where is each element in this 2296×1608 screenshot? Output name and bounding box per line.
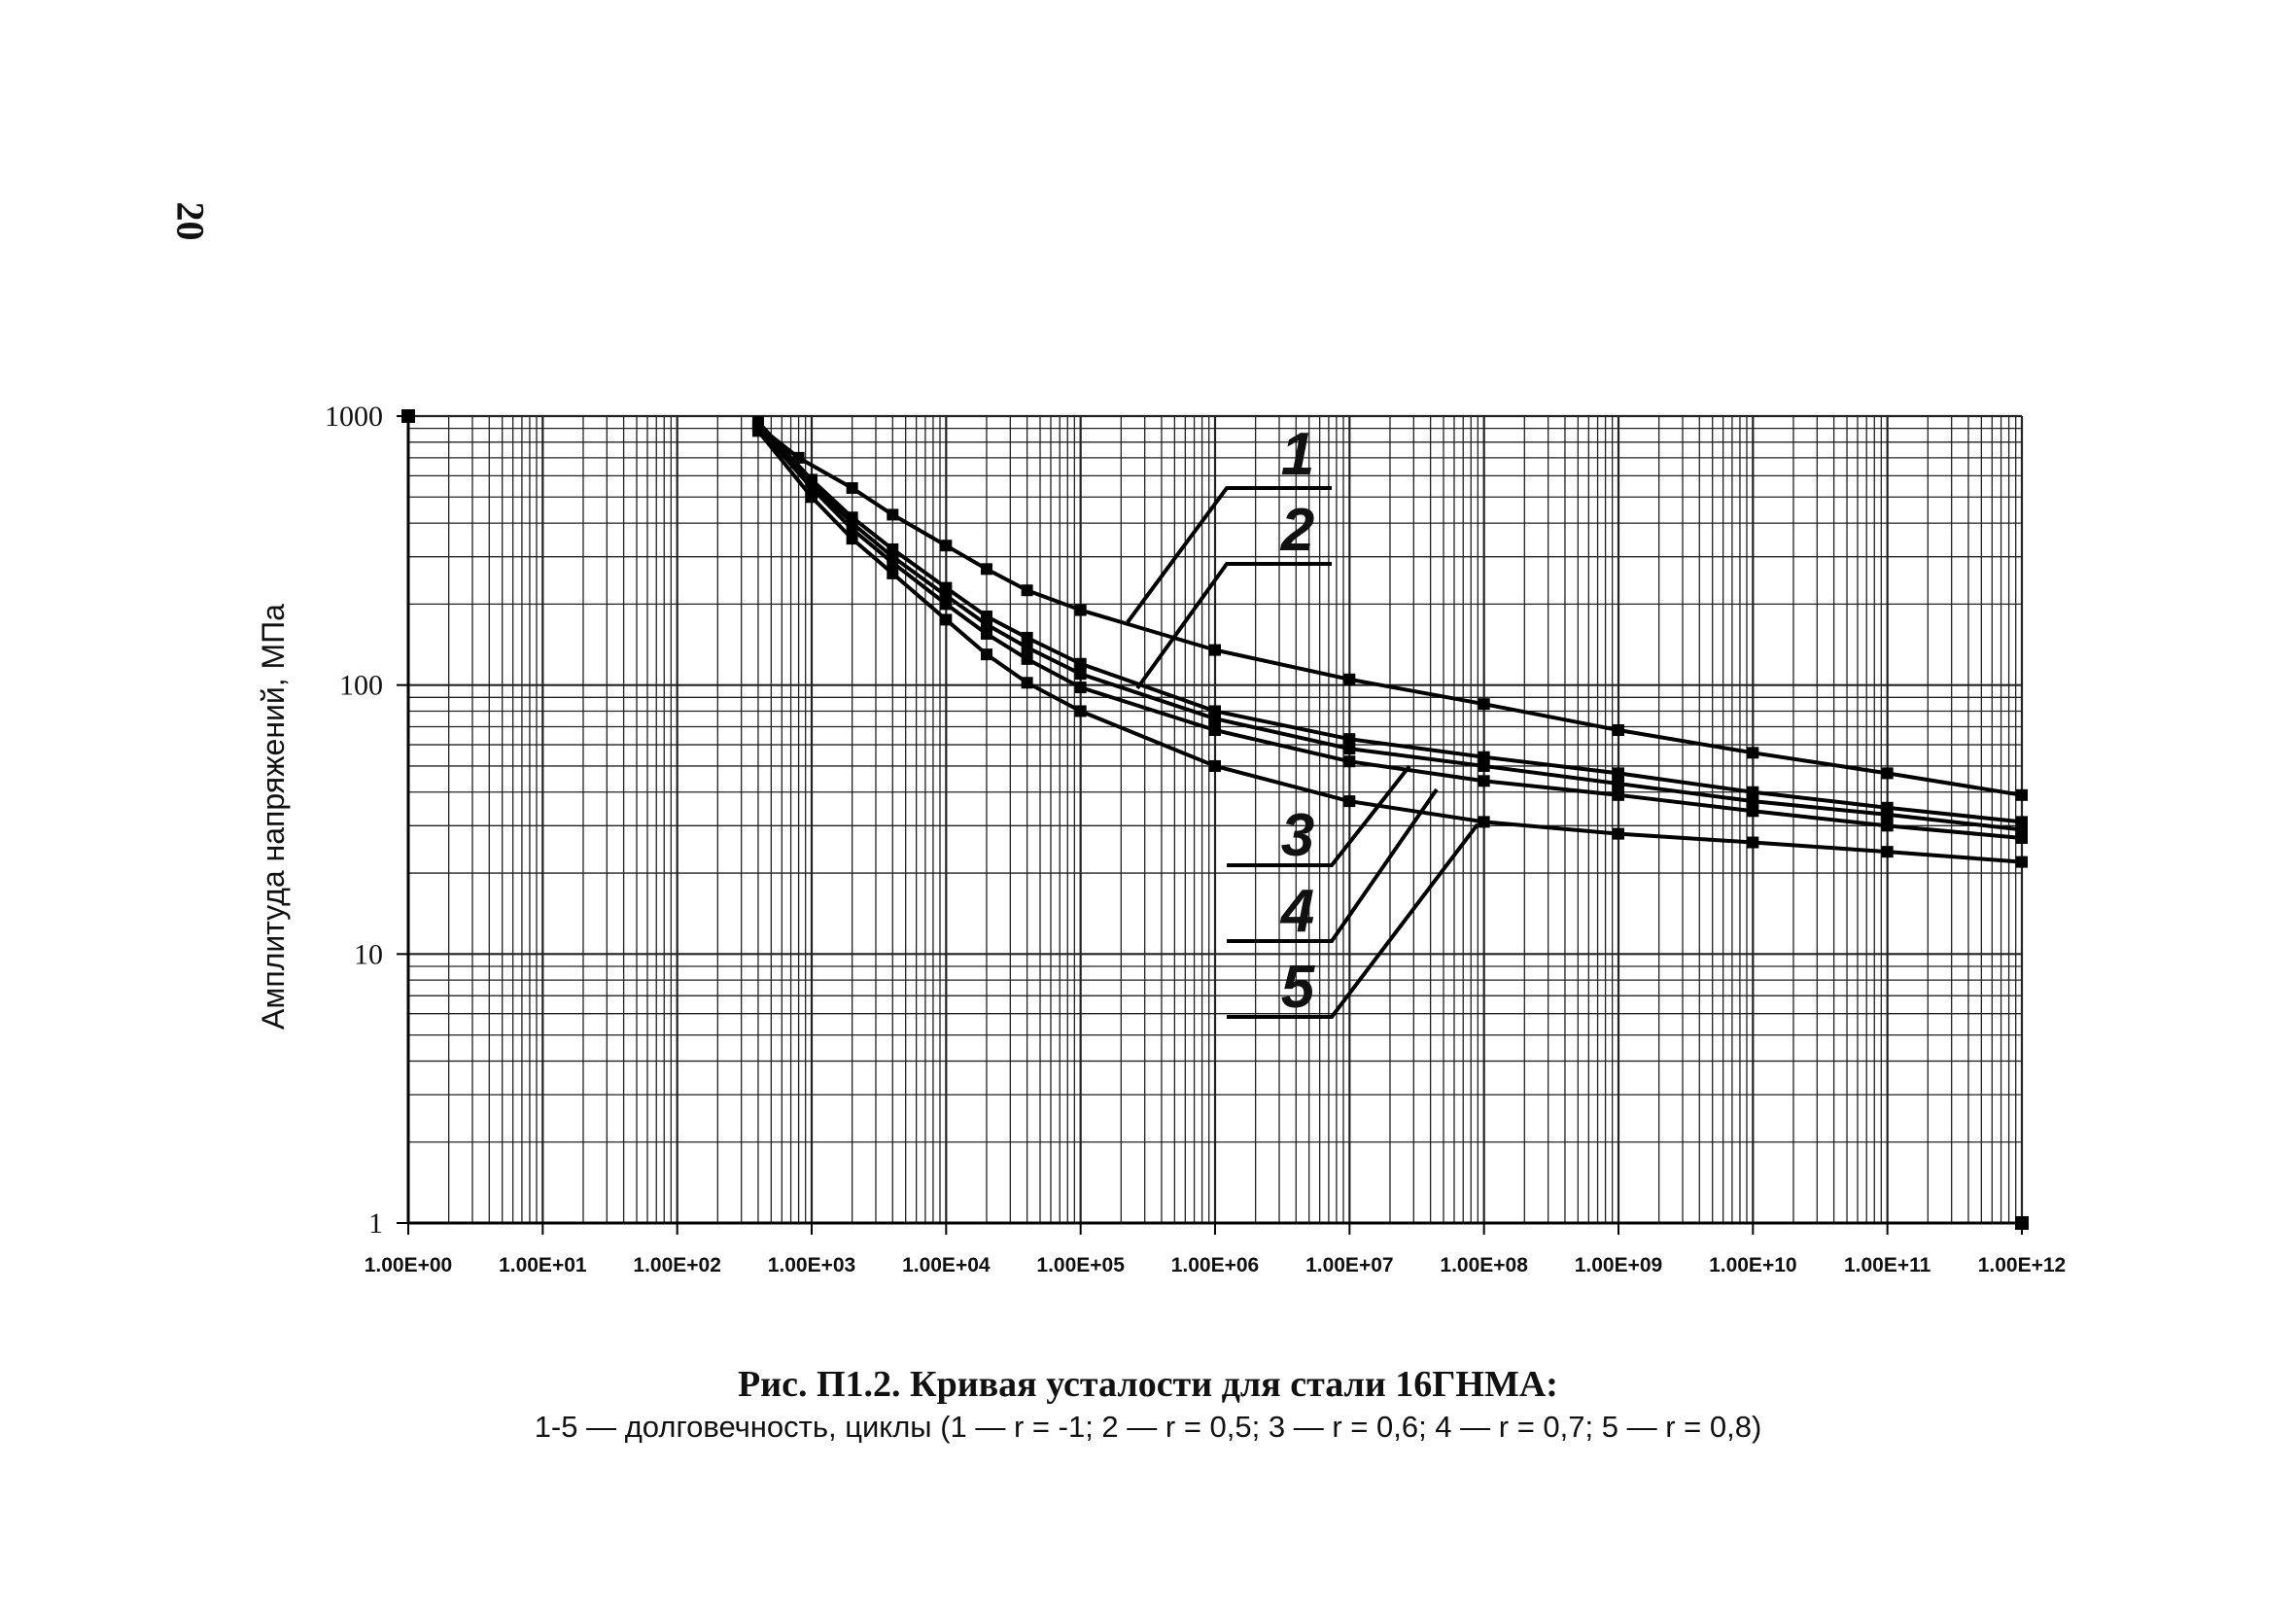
y-axis-label: Амплитуда напряжений, МПа [256,604,291,1030]
data-point [2016,856,2028,868]
data-point [1021,641,1033,653]
data-point [1074,668,1087,681]
data-point [751,425,764,437]
data-point [1343,733,1356,746]
data-point [1343,673,1356,685]
caption-subtitle: 1-5 — долговечность, циклы (1 — r = -1; … [534,1410,1762,1444]
data-point [940,598,953,611]
curves [751,416,2028,868]
grid [406,414,2024,1225]
data-point [1881,808,1894,821]
data-point [1478,775,1490,787]
data-point [1881,820,1894,832]
data-point [1747,805,1759,818]
data-point [1074,657,1087,670]
x-tick-label: 1.00E+01 [499,1254,587,1276]
data-point [1021,584,1033,597]
data-point [1613,778,1624,790]
x-tick-label: 1.00E+06 [1171,1254,1260,1276]
data-point [1478,751,1490,763]
data-point [1747,795,1759,808]
data-point [1747,747,1759,759]
data-point [1021,652,1033,665]
leader-line-5 [1227,822,1479,1019]
caption-title: Рис. П1.2. Кривая усталости для стали 16… [738,1364,1558,1405]
data-point [1478,759,1490,772]
data-point [1343,795,1356,808]
data-point [980,628,992,641]
data-point [1613,767,1624,780]
leader-line-2 [1135,562,1332,690]
data-point [1881,846,1894,858]
leader-line-4 [1227,787,1439,943]
data-point [1209,644,1221,656]
data-point [1209,724,1221,737]
y-tick-label: 10 [354,938,383,970]
data-point [1343,743,1356,755]
x-tick-label: 1.00E+09 [1575,1254,1663,1276]
data-point [846,523,858,536]
data-point [1478,816,1490,828]
data-point [940,540,953,552]
data-point [1613,827,1624,840]
data-point [887,556,899,569]
data-point [980,648,992,661]
curve-label-5: 5 [1281,954,1316,1021]
x-tick-label: 1.00E+02 [633,1254,721,1276]
data-point [1074,604,1087,616]
curve-1 [751,420,2028,801]
data-point [846,482,858,495]
data-point [940,613,953,626]
x-tick-label: 1.00E+08 [1440,1254,1528,1276]
x-tick-label: 1.00E+03 [768,1254,856,1276]
leader-line-3 [1227,764,1411,867]
leader-line-1 [1126,486,1332,624]
data-point [1747,786,1759,798]
curve-label-1: 1 [1281,421,1314,488]
data-point [887,567,899,579]
data-point [980,618,992,631]
data-point [2016,831,2028,844]
y-tick-label: 1 [368,1207,383,1240]
y-tick-label: 100 [339,670,383,702]
x-tick-label: 1.00E+11 [1844,1254,1931,1276]
x-tick-label: 1.00E+04 [902,1254,991,1276]
data-point [1747,836,1759,849]
curve-label-4: 4 [1279,878,1314,945]
data-point [1343,755,1356,768]
data-point [1074,705,1087,717]
data-point [980,563,992,576]
curve-4 [751,421,2028,844]
tick-labels: 1000 100 10 1 1.00E+00 1.00E+01 1.00E+02 1.00E+… [325,401,2066,1276]
data-point [1021,677,1033,689]
x-tick-label: 1.00E+00 [365,1254,453,1276]
data-point [1021,631,1033,644]
data-point [1881,767,1894,780]
curve-label-2: 2 [1280,497,1314,564]
data-point [1209,713,1221,725]
y-tick-label: 1000 [325,401,383,433]
data-point [1613,724,1624,737]
data-point [1209,759,1221,772]
curve-label-3: 3 [1281,802,1314,869]
label-leaders [1126,486,1479,1019]
x-tick-label: 1.00E+07 [1305,1254,1394,1276]
data-point [846,533,858,545]
data-point [1074,682,1087,694]
curve-labels: 1 2 3 4 5 [1279,421,1316,1021]
data-point [806,491,818,504]
data-point [1613,788,1624,801]
curve-5 [751,425,2028,868]
data-point [2016,788,2028,801]
x-tick-label: 1.00E+12 [1978,1254,2067,1276]
data-point [887,508,899,521]
x-tick-label: 1.00E+10 [1709,1254,1797,1276]
x-tick-label: 1.00E+05 [1036,1254,1125,1276]
data-point [1478,698,1490,711]
